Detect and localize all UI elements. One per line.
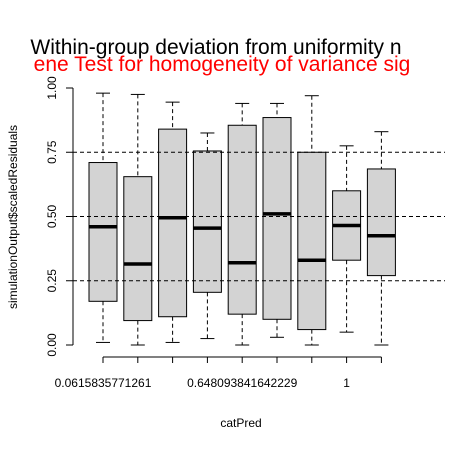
box-iqr	[192, 150, 222, 293]
box-iqr	[366, 168, 396, 277]
chart-subtitle: ene Test for homogeneity of variance sig	[34, 53, 411, 76]
y-axis-label: simulationOutput$scaledResiduals	[6, 125, 20, 309]
y-tick-label: 0.75	[45, 140, 59, 164]
x-axis-label: catPred	[220, 416, 261, 430]
box-iqr	[297, 151, 327, 331]
y-tick-label: 0.25	[45, 269, 59, 293]
plot-area: 0.00 0.25 0.50 0.75 1.00 0.0615835771261 0.648…	[45, 76, 445, 390]
box-iqr	[227, 124, 257, 315]
x-tick-label: 0.0615835771261	[55, 376, 152, 390]
y-tick-label: 1.00	[45, 76, 59, 100]
box-iqr	[123, 176, 153, 322]
x-tick-label: 1	[343, 376, 350, 390]
chart-title: Within-group deviation from uniformity n	[30, 36, 401, 59]
y-tick-label: 0.50	[45, 204, 59, 228]
box-iqr	[88, 162, 118, 302]
y-tick-label: 0.00	[45, 333, 59, 357]
x-tick-label: 0.648093841642229	[187, 376, 297, 390]
box-iqr	[262, 117, 292, 320]
box-iqr	[158, 128, 188, 318]
